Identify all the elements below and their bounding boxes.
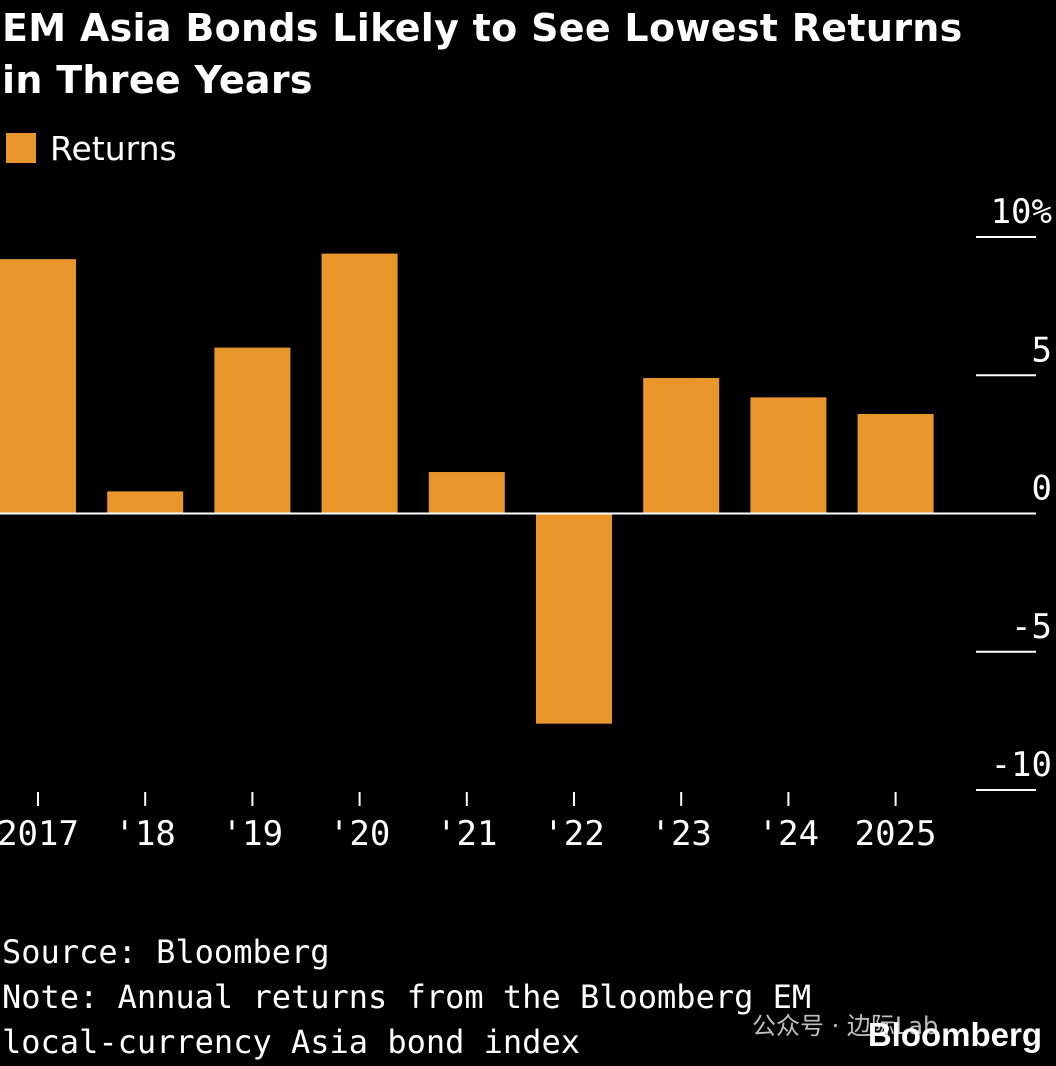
y-tick-label-0: 10% [991, 192, 1052, 232]
bloomberg-logo: Bloomberg [867, 1016, 1042, 1053]
gridlines [976, 236, 1036, 791]
legend-label-returns: Returns [50, 128, 177, 168]
x-tick-label-5: '22 [543, 814, 604, 854]
x-tick-label-2: '19 [222, 814, 283, 854]
chart-title: EM Asia Bonds Likely to See Lowest Retur… [2, 2, 1042, 106]
x-tick-label-8: 2025 [855, 814, 937, 854]
x-tick-label-6: '23 [650, 814, 711, 854]
chart-legend: Returns [6, 126, 177, 170]
x-tick-label-4: '21 [436, 814, 497, 854]
source-text: Source: Bloomberg [2, 933, 330, 971]
chart-footer: Source: Bloomberg Note: Annual returns f… [2, 930, 811, 1065]
x-tick-label-0: 2017 [0, 814, 79, 854]
bar-6 [643, 378, 720, 514]
bar-8 [857, 413, 934, 514]
y-axis-labels: 10% 5 0 -5 -10 [991, 192, 1052, 785]
legend-swatch [6, 133, 36, 163]
x-tick-label-3: '20 [329, 814, 390, 854]
y-tick-label-3: -5 [1011, 607, 1052, 647]
bar-1 [107, 491, 184, 514]
bar-chart: 10% 5 0 -5 -10 2017 '18 '19 '20 '21 '22 '23 '24 2025 [0, 192, 1052, 854]
bars [0, 253, 934, 724]
note-text-line-2: local-currency Asia bond index [2, 1023, 580, 1061]
chart-title-line-2: in Three Years [2, 58, 313, 102]
bar-3 [321, 253, 398, 514]
note-text-line-1: Note: Annual returns from the Bloomberg … [2, 978, 812, 1016]
x-tick-label-1: '18 [114, 814, 175, 854]
bar-4 [428, 472, 505, 514]
bar-2 [214, 347, 291, 514]
x-axis: 2017 '18 '19 '20 '21 '22 '23 '24 2025 [0, 792, 937, 854]
bar-5 [536, 513, 612, 724]
chart-title-line-1: EM Asia Bonds Likely to See Lowest Retur… [2, 6, 963, 50]
bar-7 [750, 397, 827, 514]
y-tick-label-4: -10 [991, 745, 1052, 785]
y-tick-label-2: 0 [1032, 469, 1052, 509]
watermark-text: 公众号 · 边际Lab [752, 1012, 939, 1040]
bar-0 [0, 259, 76, 514]
x-tick-label-7: '24 [758, 814, 819, 854]
y-tick-label-1: 5 [1032, 330, 1052, 370]
